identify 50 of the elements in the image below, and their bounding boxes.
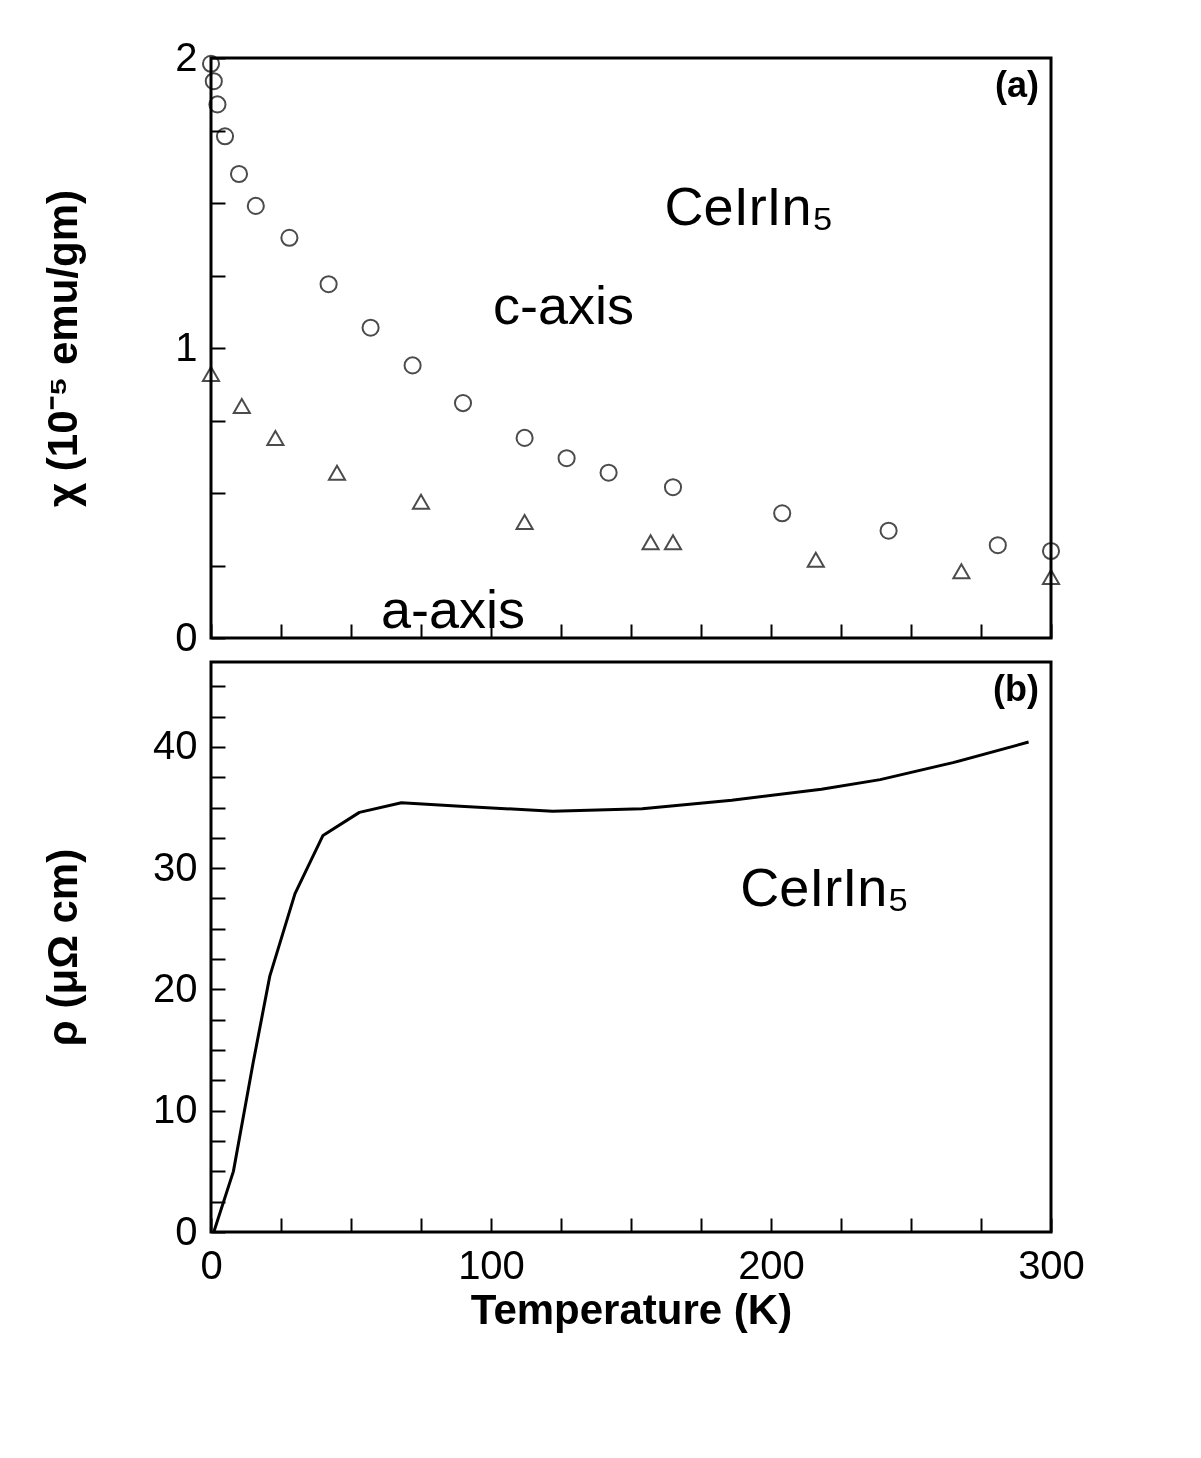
- point: [515, 428, 534, 447]
- y-tick-label: 30: [153, 844, 198, 889]
- point: [232, 398, 251, 414]
- point: [319, 275, 338, 294]
- point: [201, 54, 221, 73]
- x-tick-label: 200: [738, 1242, 805, 1287]
- point: [663, 534, 683, 551]
- point: [403, 356, 422, 375]
- y-tick-label: 0: [175, 1208, 198, 1253]
- point: [204, 72, 223, 91]
- y-axis-title: ρ (μΩ cm): [38, 848, 86, 1047]
- point: [988, 536, 1007, 555]
- point: [952, 563, 971, 580]
- annotation: CeIrIn₅: [664, 175, 834, 236]
- point: [215, 127, 235, 146]
- y-tick-label: 40: [153, 723, 198, 768]
- annotation: (a): [995, 64, 1039, 105]
- x-axis-title: Temperature (K): [470, 1285, 793, 1333]
- point: [361, 318, 380, 337]
- y-tick-label: 20: [153, 965, 198, 1010]
- point: [1041, 569, 1061, 586]
- y-tick-label: 2: [175, 34, 198, 79]
- point: [806, 551, 825, 568]
- point: [641, 534, 660, 551]
- point: [280, 228, 299, 247]
- annotation: (b): [993, 668, 1039, 709]
- point: [327, 464, 347, 481]
- point: [515, 514, 534, 530]
- annotation: CeIrIn₅: [740, 857, 910, 917]
- point: [557, 449, 576, 468]
- y-tick-label: 1: [175, 324, 198, 369]
- point: [208, 95, 227, 114]
- series-label: a-axis: [381, 578, 526, 639]
- point: [201, 366, 221, 383]
- point: [266, 429, 285, 446]
- y-tick-label: 10: [153, 1087, 198, 1132]
- point: [773, 504, 792, 523]
- x-tick-label: 100: [458, 1242, 525, 1287]
- point: [411, 493, 431, 510]
- series-label: c-axis: [493, 275, 635, 336]
- x-tick-label: 300: [1018, 1242, 1085, 1287]
- point: [229, 164, 249, 184]
- point: [453, 394, 473, 413]
- point: [1041, 541, 1061, 561]
- point: [599, 463, 618, 482]
- point: [879, 521, 898, 540]
- y-tick-label: 0: [175, 614, 198, 659]
- point: [246, 196, 265, 215]
- point: [663, 478, 683, 497]
- y-axis-title: χ (10⁻⁵ emu/gm): [38, 190, 86, 507]
